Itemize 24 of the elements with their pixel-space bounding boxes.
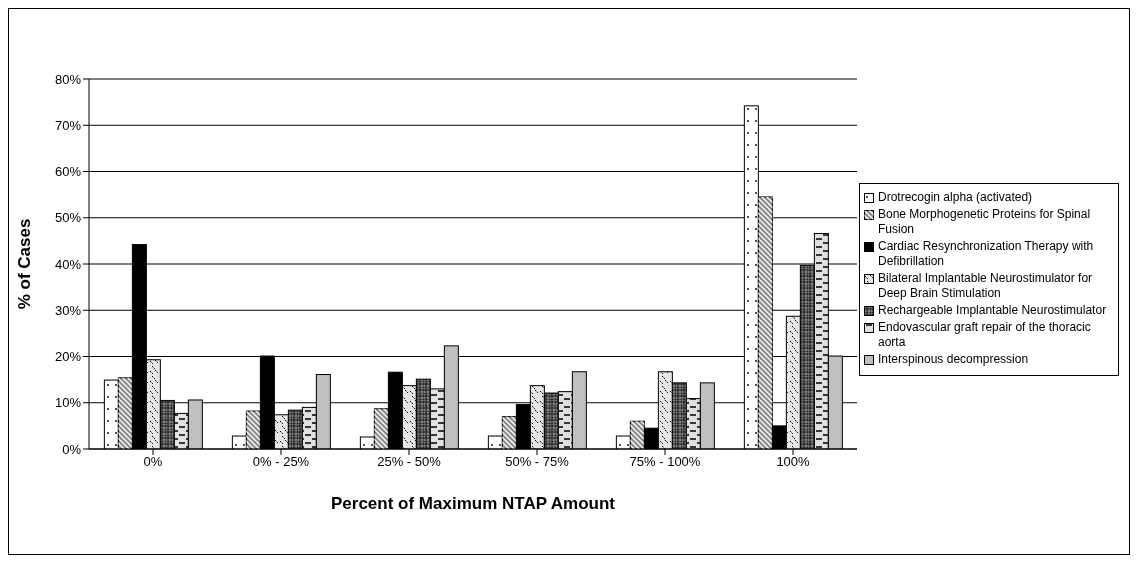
- y-tick-label: 70%: [54, 117, 82, 133]
- x-tick-label: 75% - 100%: [629, 454, 701, 470]
- y-tick-label: 80%: [54, 71, 82, 87]
- y-tick-label: 0%: [62, 441, 82, 457]
- x-tick-label: 0% - 25%: [252, 454, 310, 470]
- x-tick-label: 50% - 75%: [505, 454, 570, 470]
- legend-label: Interspinous decompression: [878, 351, 1029, 367]
- y-tick-label: 60%: [54, 164, 82, 180]
- y-tick-label: 20%: [54, 349, 82, 365]
- legend-label: Endovascular graft repair of the thoracic aorta: [878, 319, 1092, 350]
- x-tick-label: 0%: [143, 454, 163, 470]
- legend-label: Cardiac Resynchronization Therapy with Defibrillation: [878, 238, 1095, 269]
- legend-label: Drotrecogin alpha (activated): [878, 189, 1033, 205]
- x-tick-label: 100%: [776, 454, 811, 470]
- legend-label: Rechargeable Implantable Neurostimulator: [878, 302, 1107, 318]
- x-axis-title: Percent of Maximum NTAP Amount: [331, 494, 616, 513]
- y-tick-label: 50%: [54, 210, 82, 226]
- x-tick-label: 25% - 50%: [377, 454, 442, 470]
- y-tick-label: 10%: [54, 395, 82, 411]
- y-tick-label: 30%: [54, 302, 82, 318]
- y-axis-title: % of Cases: [15, 218, 35, 310]
- y-tick-label: 40%: [54, 256, 82, 272]
- legend-label: Bilateral Implantable Neurostimulator for Deep Brain Stimulation: [878, 270, 1094, 301]
- legend-label: Bone Morphogenetic Proteins for Spinal Fusion: [878, 206, 1092, 237]
